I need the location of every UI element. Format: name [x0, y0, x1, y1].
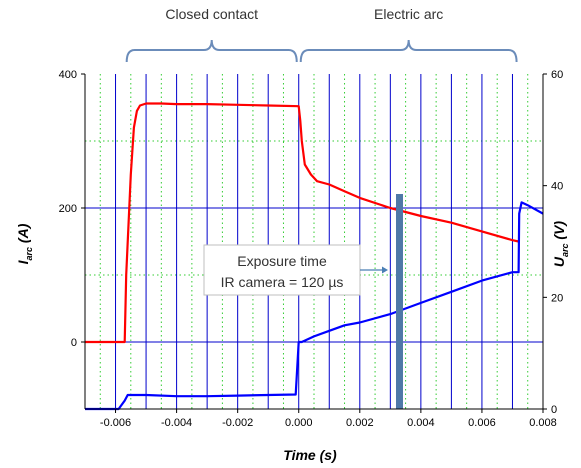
y-right-tick-label: 20 — [551, 292, 563, 304]
y-left-tick-label: 0 — [71, 337, 77, 349]
bracket-label-1: Electric arc — [374, 6, 443, 22]
exposure-bar — [395, 194, 403, 409]
series-layer — [85, 102, 544, 411]
annotation-box-frame — [203, 244, 361, 296]
annotation-line-2: IR camera = 120 µs — [221, 274, 344, 290]
x-tick-label: 0.006 — [468, 417, 496, 429]
annotation-line-1: Exposure time — [237, 253, 327, 269]
x-tick-label: 0.000 — [285, 417, 313, 429]
y-right-tick-label: 0 — [551, 404, 557, 416]
y-right-tick-label: 60 — [551, 69, 563, 81]
annotation-arrow-head — [382, 266, 388, 274]
y-left-tick-label: 200 — [59, 203, 77, 215]
bracket-1 — [299, 39, 518, 63]
y-left-axis-title: Iarc (A) — [15, 223, 34, 264]
x-tick-label: -0.006 — [100, 417, 131, 429]
y-left-tick-label: 400 — [59, 69, 77, 81]
bracket-label-0: Closed contact — [165, 6, 258, 22]
y-right-axis-title: Uarc (V) — [551, 221, 570, 268]
tick-labels: -0.006 -0.004 -0.002 0.000 0.002 0.004 0.006 0.… — [59, 69, 564, 429]
exposure-marker — [395, 194, 403, 409]
grid — [85, 74, 543, 410]
x-axis-title: Time (s) — [283, 447, 337, 463]
x-tick-label: -0.004 — [161, 417, 192, 429]
y-right-title-main: U — [551, 256, 567, 267]
brackets: Closed contact Electric arc — [125, 6, 518, 63]
series-line-1 — [85, 201, 544, 411]
y-right-title-unit: (V) — [551, 221, 567, 240]
x-tick-label: 0.008 — [529, 417, 557, 429]
x-tick-label: -0.002 — [222, 417, 253, 429]
y-right-tick-label: 40 — [551, 181, 563, 193]
y-right-title-sub: arc — [560, 243, 570, 257]
series-line-0 — [85, 102, 519, 344]
x-tick-label: 0.002 — [346, 417, 374, 429]
y-left-title-main: I — [15, 259, 31, 264]
bracket-0 — [125, 39, 298, 63]
x-tick-label: 0.004 — [407, 417, 435, 429]
y-left-title-sub: arc — [24, 247, 34, 261]
y-left-title-unit: (A) — [15, 223, 31, 243]
axes — [84, 74, 544, 410]
annotation-box: Exposure time IR camera = 120 µs — [203, 244, 388, 296]
